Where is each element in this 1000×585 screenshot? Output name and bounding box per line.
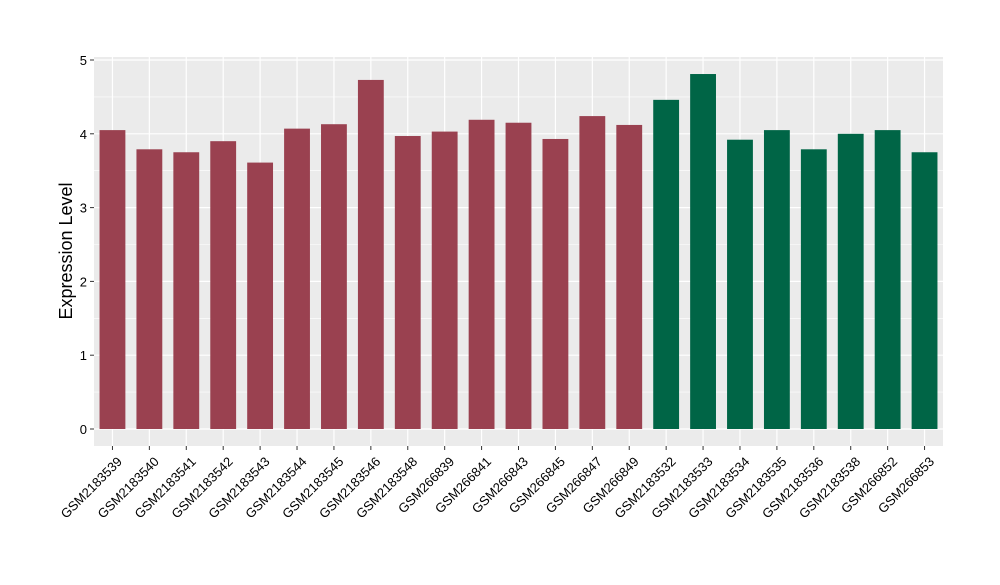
bar	[690, 74, 716, 429]
bar	[800, 149, 827, 429]
bar	[616, 124, 643, 429]
y-tick-label: 4	[80, 127, 87, 142]
x-axis: GSM2183539GSM2183540GSM2183541GSM2183542…	[58, 446, 937, 521]
bar	[837, 133, 864, 430]
bar	[874, 130, 901, 430]
y-tick-label: 2	[80, 274, 87, 289]
y-axis-label: Expression Level	[56, 182, 76, 319]
bar	[247, 162, 274, 429]
bar	[321, 124, 347, 430]
bars-group	[99, 74, 938, 430]
bar	[542, 138, 569, 429]
bar	[394, 136, 421, 429]
bar	[284, 128, 310, 429]
bar	[173, 152, 200, 429]
bar	[763, 130, 790, 430]
y-axis: 0 1 2 3 4 5	[80, 53, 94, 437]
y-tick-label: 5	[80, 53, 87, 68]
bar	[210, 141, 237, 429]
y-tick-label: 1	[80, 348, 87, 363]
bar	[468, 119, 495, 429]
bar	[727, 139, 753, 430]
bar	[911, 152, 938, 429]
bar	[136, 149, 163, 429]
bar	[431, 131, 458, 429]
bar	[357, 79, 384, 430]
bar	[579, 116, 606, 429]
bar	[99, 130, 126, 430]
y-tick-label: 3	[80, 201, 87, 216]
bar	[505, 122, 532, 429]
y-tick-label: 0	[80, 422, 87, 437]
bar	[653, 99, 680, 430]
